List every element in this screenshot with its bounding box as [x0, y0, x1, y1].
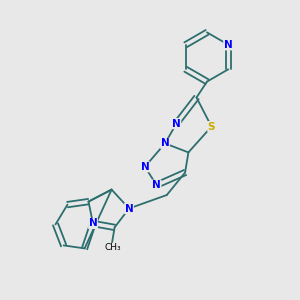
- Text: N: N: [152, 180, 161, 190]
- Text: S: S: [208, 122, 215, 132]
- Text: N: N: [224, 40, 233, 50]
- Text: N: N: [140, 162, 149, 172]
- Text: CH₃: CH₃: [105, 243, 122, 252]
- Text: N: N: [224, 40, 233, 50]
- Text: N: N: [88, 218, 98, 229]
- Text: N: N: [160, 138, 169, 148]
- Text: N: N: [124, 203, 134, 214]
- Text: N: N: [172, 118, 181, 129]
